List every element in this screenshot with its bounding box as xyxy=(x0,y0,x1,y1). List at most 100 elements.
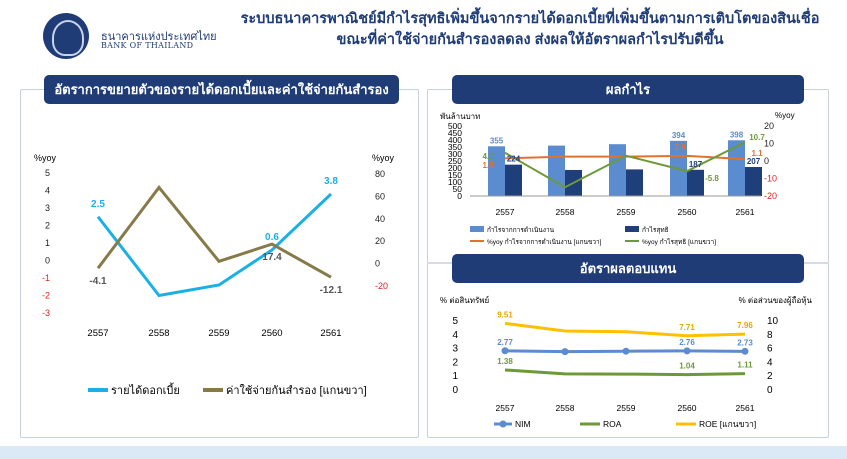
legend-interest-income-label: รายได้ดอกเบี้ย xyxy=(111,382,180,397)
x-tick-label: 2557 xyxy=(87,328,108,339)
roe-data-label: 7.71 xyxy=(679,323,695,332)
returns-panel-title: อัตราผลตอบแทน xyxy=(452,254,804,283)
left-tick-label: 450 xyxy=(448,128,462,138)
interest-income-data-label: 0.6 xyxy=(265,232,279,243)
nim-point xyxy=(741,347,749,355)
left-tick-label: 300 xyxy=(448,149,462,159)
x-tick-label: 2561 xyxy=(736,207,755,217)
nim-data-label: 2.73 xyxy=(737,338,753,347)
nim-point xyxy=(683,347,691,355)
x-tick-label: 2561 xyxy=(736,403,755,413)
left-tick-label: 350 xyxy=(448,142,462,152)
right-tick-label: -10 xyxy=(764,174,777,184)
operating-profit-data-label: 355 xyxy=(490,136,504,145)
right-tick-label: 40 xyxy=(375,214,385,224)
x-tick-label: 2557 xyxy=(496,207,515,217)
roe-line xyxy=(504,321,746,338)
left-tick-label: 150 xyxy=(448,170,462,180)
net-profit-bar xyxy=(626,169,643,196)
provision-line xyxy=(96,185,332,279)
x-tick-label: 2559 xyxy=(208,328,229,339)
left-panel-title: อัตราการขยายตัวของรายได้ดอกเบี้ยและค่าใช… xyxy=(44,75,399,104)
net-profit-data-label: 187 xyxy=(689,160,703,169)
left-tick-label: 4 xyxy=(452,330,458,341)
left-tick-label: -2 xyxy=(42,291,50,301)
interest-income-data-label: 3.8 xyxy=(324,176,338,187)
right-tick-label: 80 xyxy=(375,169,385,179)
legend-nim-label: NIM xyxy=(515,419,531,429)
left-tick-label: -1 xyxy=(42,273,50,283)
logo-text-thai: ธนาคารแห่งประเทศไทย xyxy=(101,30,217,43)
yoy-net-data-label: 10.7 xyxy=(749,133,765,142)
net-profit-bar xyxy=(505,164,522,196)
right-axis-label: % ต่อส่วนของผู้ถือหุ้น xyxy=(739,296,813,306)
headline-line-2: ขณะที่ค่าใช้จ่ายกันสำรองลดลง ส่งผลให้อัต… xyxy=(336,32,724,48)
left-tick-label: 0 xyxy=(457,191,462,201)
provision-data-label: 17.4 xyxy=(262,252,282,263)
right-tick-label: 10 xyxy=(767,316,779,327)
legend-net-profit-swatch xyxy=(625,226,639,232)
net-profit-bar xyxy=(687,169,704,196)
left-tick-label: 200 xyxy=(448,163,462,173)
report-header: ธนาคารแห่งประเทศไทย BANK OF THAILAND ระบ… xyxy=(0,0,847,72)
profit-chart: พันล้านบาท %yoy50045040035030025020015010… xyxy=(440,111,795,246)
x-tick-label: 2558 xyxy=(556,403,575,413)
roa-data-label: 1.38 xyxy=(497,357,513,366)
left-axis-label: %yoy xyxy=(34,153,57,163)
legend-operating-profit-swatch xyxy=(470,226,484,232)
left-tick-label: 50 xyxy=(453,184,463,194)
left-tick-label: 4 xyxy=(45,186,50,196)
roa-data-label: 1.04 xyxy=(679,362,695,371)
roe-data-label: 7.96 xyxy=(737,321,753,330)
legend-yoy-operating-label: %yoy กำไรจากการดำเนินงาน [แกนขวา] xyxy=(487,238,602,246)
operating-profit-bar xyxy=(609,144,626,196)
net-profit-bar xyxy=(745,167,762,196)
legend-nim-marker xyxy=(499,420,507,428)
roa-line xyxy=(504,368,746,377)
right-axis-label: %yoy xyxy=(775,111,795,120)
nim-point xyxy=(501,347,509,355)
left-tick-label: 0 xyxy=(452,385,458,396)
yoy-operating-data-label: 2.9 xyxy=(674,143,686,152)
right-tick-label: 20 xyxy=(375,236,385,246)
headline: ระบบธนาคารพาณิชย์มีกำไรสุทธิเพิ่มขึ้นจาก… xyxy=(220,9,840,51)
legend-provision-label: ค่าใช้จ่ายกันสำรอง [แกนขวา] xyxy=(226,384,367,397)
bot-logo-emblem-icon xyxy=(43,13,89,59)
right-tick-label: 8 xyxy=(767,330,773,341)
right-tick-label: 4 xyxy=(767,357,773,368)
left-axis-label: พันล้านบาท xyxy=(440,112,480,121)
yoy-operating-data-label: 1.1 xyxy=(751,149,763,158)
right-tick-label: 2 xyxy=(767,371,773,382)
left-tick-label: 400 xyxy=(448,135,462,145)
left-tick-label: 5 xyxy=(45,168,50,178)
right-tick-label: -20 xyxy=(764,191,777,201)
legend-roa-label: ROA xyxy=(603,419,622,429)
operating-profit-bar xyxy=(728,140,745,196)
profit-panel-title: ผลกำไร xyxy=(452,75,804,104)
left-axis-label: % ต่อสินทรัพย์ xyxy=(440,295,489,305)
left-tick-label: -3 xyxy=(42,308,50,318)
net-profit-data-label: 207 xyxy=(747,157,761,166)
operating-profit-bar xyxy=(548,145,565,196)
operating-profit-data-label: 398 xyxy=(730,130,744,139)
x-tick-label: 2560 xyxy=(678,207,697,217)
right-tick-label: 6 xyxy=(767,344,773,355)
nim-data-label: 2.77 xyxy=(497,338,513,347)
bottom-strip xyxy=(0,446,847,459)
right-tick-label: 20 xyxy=(764,121,774,131)
logo-text-english: BANK OF THAILAND xyxy=(101,41,194,50)
roa-data-label: 1.11 xyxy=(737,361,753,370)
legend-roe-label: ROE [แกนขวา] xyxy=(699,419,756,429)
x-tick-label: 2557 xyxy=(496,403,515,413)
net-profit-data-label: 224 xyxy=(507,155,521,164)
left-tick-label: 2 xyxy=(452,357,458,368)
x-tick-label: 2561 xyxy=(320,328,341,339)
returns-chart: % ต่อสินทรัพย์ % ต่อส่วนของผู้ถือหุ้น 5 4 3 2… xyxy=(440,295,813,429)
legend-net-profit-label: กำไรสุทธิ xyxy=(642,226,669,234)
left-tick-label: 100 xyxy=(448,177,462,187)
left-tick-label: 3 xyxy=(45,203,50,213)
x-tick-label: 2558 xyxy=(148,328,169,339)
left-tick-label: 500 xyxy=(448,121,462,131)
x-tick-label: 2559 xyxy=(617,207,636,217)
operating-profit-data-label: 394 xyxy=(672,131,686,140)
